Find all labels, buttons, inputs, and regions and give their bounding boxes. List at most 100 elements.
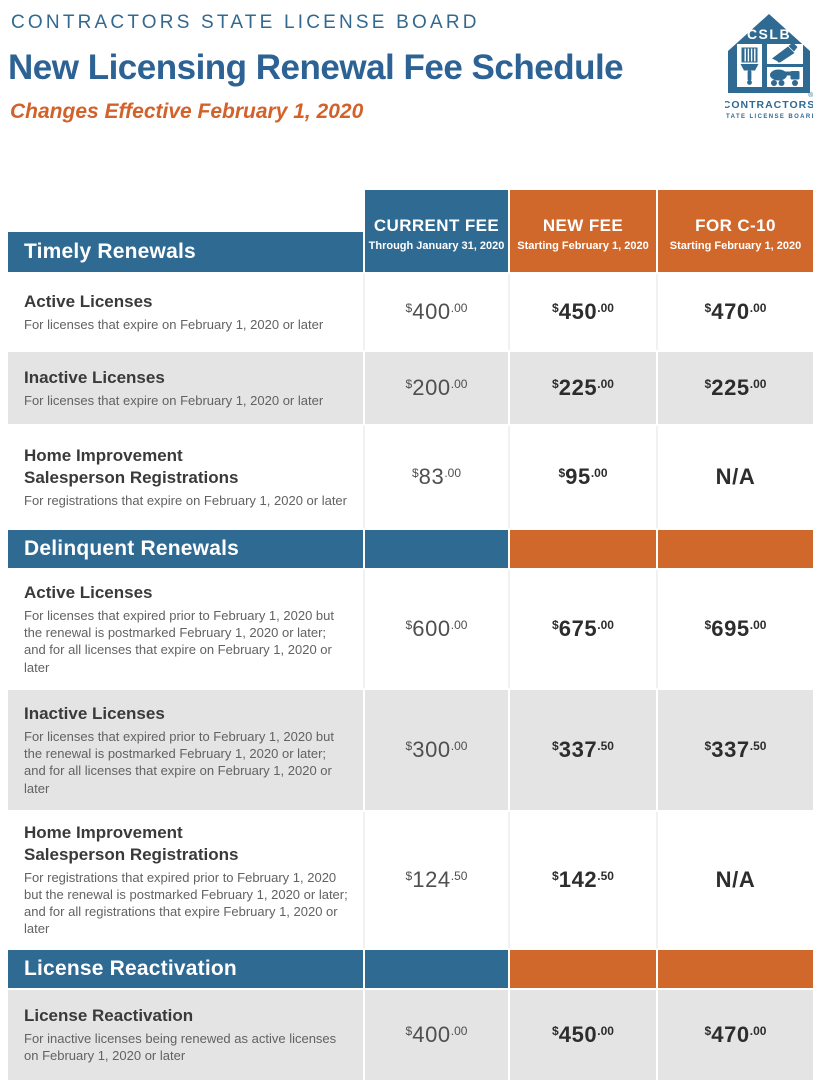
- table-row-delinquent-his-registrations: Home Improvement Salesperson Registratio…: [8, 812, 813, 948]
- cell-current-fee: $400.00: [363, 990, 508, 1080]
- page-title: New Licensing Renewal Fee Schedule: [8, 48, 624, 87]
- fee-c10-na: N/A: [715, 464, 756, 489]
- section-header-license-reactivation: License Reactivation: [8, 950, 813, 988]
- fee-current: $400.00: [405, 1022, 468, 1047]
- row-label: License Reactivation For inactive licens…: [8, 990, 363, 1080]
- fee-current: $400.00: [405, 299, 468, 324]
- spray-gun-icon: [772, 42, 798, 63]
- cell-c10-fee: N/A: [656, 812, 813, 948]
- cell-current-fee: $400.00: [363, 274, 508, 350]
- row-label: Active Licenses For licenses that expire…: [8, 570, 363, 688]
- section-band-new-fee: [508, 530, 656, 568]
- paintbrush-icon: [740, 47, 759, 85]
- row-name: Home Improvement: [24, 823, 183, 843]
- section-header-timely-renewals: Timely Renewals: [8, 190, 363, 272]
- row-name: Inactive Licenses: [24, 704, 165, 724]
- table-header-row: Timely Renewals CURRENT FEE Through Janu…: [8, 190, 813, 272]
- fee-new: $337.50: [552, 737, 614, 762]
- cell-new-fee: $450.00: [508, 990, 656, 1080]
- cell-c10-fee: $470.00: [656, 990, 813, 1080]
- row-name: Home Improvement: [24, 446, 183, 466]
- table-row-delinquent-inactive-licenses: Inactive Licenses For licenses that expi…: [8, 690, 813, 810]
- section-title-delinquent: Delinquent Renewals: [8, 530, 363, 568]
- column-subtitle-current-fee: Through January 31, 2020: [368, 240, 505, 252]
- fee-current: $124.50: [405, 867, 468, 892]
- cell-c10-fee: $470.00: [656, 274, 813, 350]
- column-subtitle-for-c10: Starting February 1, 2020: [669, 240, 802, 252]
- cement-truck-icon: [770, 69, 800, 86]
- cslb-logo: CSLB ® CONTRACTORS STATE LICENSE BOARD: [725, 14, 813, 120]
- row-name: Inactive Licenses: [24, 368, 165, 388]
- page-subtitle: Changes Effective February 1, 2020: [10, 100, 364, 123]
- cell-current-fee: $200.00: [363, 352, 508, 424]
- cell-new-fee: $450.00: [508, 274, 656, 350]
- cell-c10-fee: $337.50: [656, 690, 813, 810]
- logo-tagline: STATE LICENSE BOARD: [725, 114, 813, 120]
- row-description: For licenses that expired prior to Febru…: [24, 608, 334, 675]
- section-band-for-c10: [656, 950, 813, 988]
- section-band-current-fee: [363, 950, 508, 988]
- column-title-new-fee: NEW FEE: [542, 216, 624, 235]
- column-title-current-fee: CURRENT FEE: [373, 216, 500, 235]
- row-label: Inactive Licenses For licenses that expi…: [8, 690, 363, 810]
- row-description: For licenses that expired prior to Febru…: [24, 729, 334, 796]
- agency-name: CONTRACTORS STATE LICENSE BOARD: [11, 12, 480, 33]
- row-name: Active Licenses: [24, 583, 153, 603]
- fee-new: $675.00: [552, 616, 614, 641]
- row-label: Home Improvement Salesperson Registratio…: [8, 812, 363, 948]
- cell-new-fee: $95.00: [508, 426, 656, 528]
- column-header-current-fee: CURRENT FEE Through January 31, 2020: [363, 190, 508, 272]
- table-row-delinquent-active-licenses: Active Licenses For licenses that expire…: [8, 570, 813, 688]
- fee-new: $142.50: [552, 867, 614, 892]
- cell-c10-fee: N/A: [656, 426, 813, 528]
- cell-current-fee: $300.00: [363, 690, 508, 810]
- row-name-line2: Salesperson Registrations: [24, 845, 239, 865]
- row-description: For registrations that expire on Februar…: [24, 492, 347, 508]
- fee-c10-na: N/A: [715, 867, 756, 892]
- cell-new-fee: $225.00: [508, 352, 656, 424]
- section-title-reactivation: License Reactivation: [8, 950, 363, 988]
- section-band-for-c10: [656, 530, 813, 568]
- cell-c10-fee: $695.00: [656, 570, 813, 688]
- column-header-new-fee: NEW FEE Starting February 1, 2020: [508, 190, 656, 272]
- section-band-new-fee: [508, 950, 656, 988]
- row-name-line2: Salesperson Registrations: [24, 467, 239, 487]
- fee-c10: $470.00: [704, 1022, 767, 1047]
- row-name: License Reactivation: [24, 1006, 194, 1026]
- table-row-license-reactivation: License Reactivation For inactive licens…: [8, 990, 813, 1080]
- table-row-timely-inactive-licenses: Inactive Licenses For licenses that expi…: [8, 352, 813, 424]
- fee-c10: $470.00: [704, 299, 767, 324]
- row-description: For licenses that expire on February 1, …: [24, 392, 324, 408]
- column-header-for-c10: FOR C-10 Starting February 1, 2020: [656, 190, 813, 272]
- row-label: Active Licenses For licenses that expire…: [8, 274, 363, 350]
- fee-schedule-table: Timely Renewals CURRENT FEE Through Janu…: [8, 190, 813, 1082]
- cell-c10-fee: $225.00: [656, 352, 813, 424]
- cell-new-fee: $675.00: [508, 570, 656, 688]
- cell-new-fee: $337.50: [508, 690, 656, 810]
- row-description: For registrations that expired prior to …: [24, 869, 348, 937]
- logo-name: CONTRACTORS: [725, 99, 813, 111]
- logo-acronym: CSLB: [747, 26, 791, 42]
- section-header-delinquent-renewals: Delinquent Renewals: [8, 530, 813, 568]
- fee-current: $83.00: [411, 464, 462, 489]
- column-title-for-c10: FOR C-10: [695, 216, 776, 235]
- row-name: Active Licenses: [24, 292, 153, 312]
- section-band-current-fee: [363, 530, 508, 568]
- fee-new: $225.00: [552, 375, 614, 400]
- cell-current-fee: $124.50: [363, 812, 508, 948]
- logo-registered-mark: ®: [808, 91, 813, 99]
- row-description: For inactive licenses being renewed as a…: [24, 1031, 337, 1064]
- fee-current: $300.00: [405, 737, 468, 762]
- fee-c10: $695.00: [704, 616, 767, 641]
- column-subtitle-new-fee: Starting February 1, 2020: [517, 240, 649, 252]
- row-label: Inactive Licenses For licenses that expi…: [8, 352, 363, 424]
- row-description: For licenses that expire on February 1, …: [24, 316, 324, 332]
- fee-current: $200.00: [405, 375, 468, 400]
- fee-c10: $337.50: [704, 737, 767, 762]
- cell-current-fee: $83.00: [363, 426, 508, 528]
- section-title-timely: Timely Renewals: [8, 232, 363, 272]
- fee-new: $450.00: [552, 299, 614, 324]
- table-row-timely-active-licenses: Active Licenses For licenses that expire…: [8, 274, 813, 350]
- cell-current-fee: $600.00: [363, 570, 508, 688]
- cell-new-fee: $142.50: [508, 812, 656, 948]
